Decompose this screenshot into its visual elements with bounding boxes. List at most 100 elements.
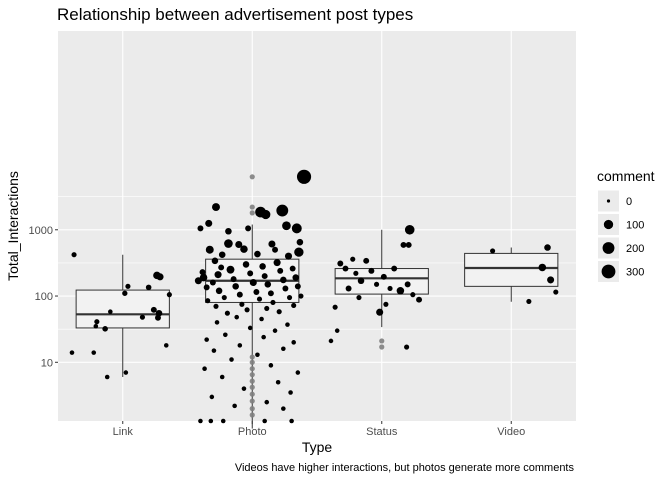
data-point [249,278,257,287]
data-point [156,273,164,281]
outlier-point [379,344,385,350]
data-point [94,319,100,325]
data-point [247,270,254,277]
data-point [410,292,416,298]
legend-label: 0 [626,196,632,208]
data-point [71,252,77,258]
data-point [220,418,226,424]
data-point [229,357,234,362]
data-point [194,277,202,285]
data-point [197,225,204,232]
data-point [104,374,110,380]
data-point [259,263,266,270]
data-point [241,386,247,391]
data-point [219,374,225,380]
x-tick-label: Video [497,426,525,438]
data-point [296,169,312,184]
legend-symbol [603,219,614,230]
data-point [538,263,547,272]
data-point [332,304,338,310]
data-point [253,289,260,295]
data-point [224,239,233,248]
data-point [292,274,300,281]
data-point [225,227,232,235]
outlier-point [249,210,255,216]
data-point [235,240,243,249]
data-point [400,241,407,248]
data-point [234,314,239,320]
data-point [268,363,274,368]
data-point [211,348,217,353]
legend: comment 0 100 200 300 [597,168,655,282]
data-point [376,308,384,316]
data-point [285,322,290,327]
data-point [490,248,496,254]
data-point [69,350,75,355]
data-point [255,352,260,358]
data-point [262,418,267,424]
data-point [214,271,222,279]
data-point [218,251,226,259]
data-point [93,323,99,329]
data-point [212,203,220,212]
x-tick-label: Link [113,426,134,438]
legend-label: 300 [626,267,644,279]
data-point [208,418,214,424]
data-point [275,379,281,385]
outlier-point [249,354,255,360]
data-point [396,287,405,295]
outlier-point [249,174,255,180]
data-point [337,260,344,267]
data-point [342,265,349,272]
data-point [553,289,559,295]
outlier-point [249,378,255,384]
outlier-point [249,372,255,378]
data-point [547,276,555,284]
outlier-point [249,406,255,412]
data-point [213,303,219,309]
outlier-point [249,204,255,210]
data-point [199,269,206,276]
data-point [345,285,352,292]
data-point [239,301,245,307]
data-point [273,259,281,267]
data-point [357,277,365,285]
data-point [296,238,304,246]
data-point [125,283,131,289]
data-point [221,294,227,301]
data-point [259,316,264,322]
y-tick-label: 1000 [29,225,53,237]
legend-items: 0 100 200 300 [598,190,644,282]
x-axis-title: Type [302,439,333,455]
data-point [198,418,203,424]
data-point [277,267,284,274]
data-point [204,337,209,342]
data-point [254,250,261,258]
data-point [236,291,243,298]
data-point [209,279,216,286]
outlier-point [249,398,255,404]
data-point [232,403,237,409]
x-tick-label: Status [366,426,398,438]
data-point [240,245,248,253]
data-point [286,294,293,301]
data-point [232,283,239,290]
data-point [224,310,230,316]
data-point [280,276,287,284]
x-tick-label: Photo [238,426,267,438]
outlier-point [249,391,255,397]
data-point [242,261,250,268]
data-point [261,273,268,280]
data-point [276,204,289,217]
data-point [237,343,243,348]
outlier-point [249,366,255,372]
data-point [368,267,375,274]
data-point [526,298,532,304]
data-point [122,290,128,296]
data-point [261,334,266,340]
data-point [380,273,387,280]
data-point [247,325,253,331]
data-point [256,296,263,302]
data-point [282,221,291,231]
